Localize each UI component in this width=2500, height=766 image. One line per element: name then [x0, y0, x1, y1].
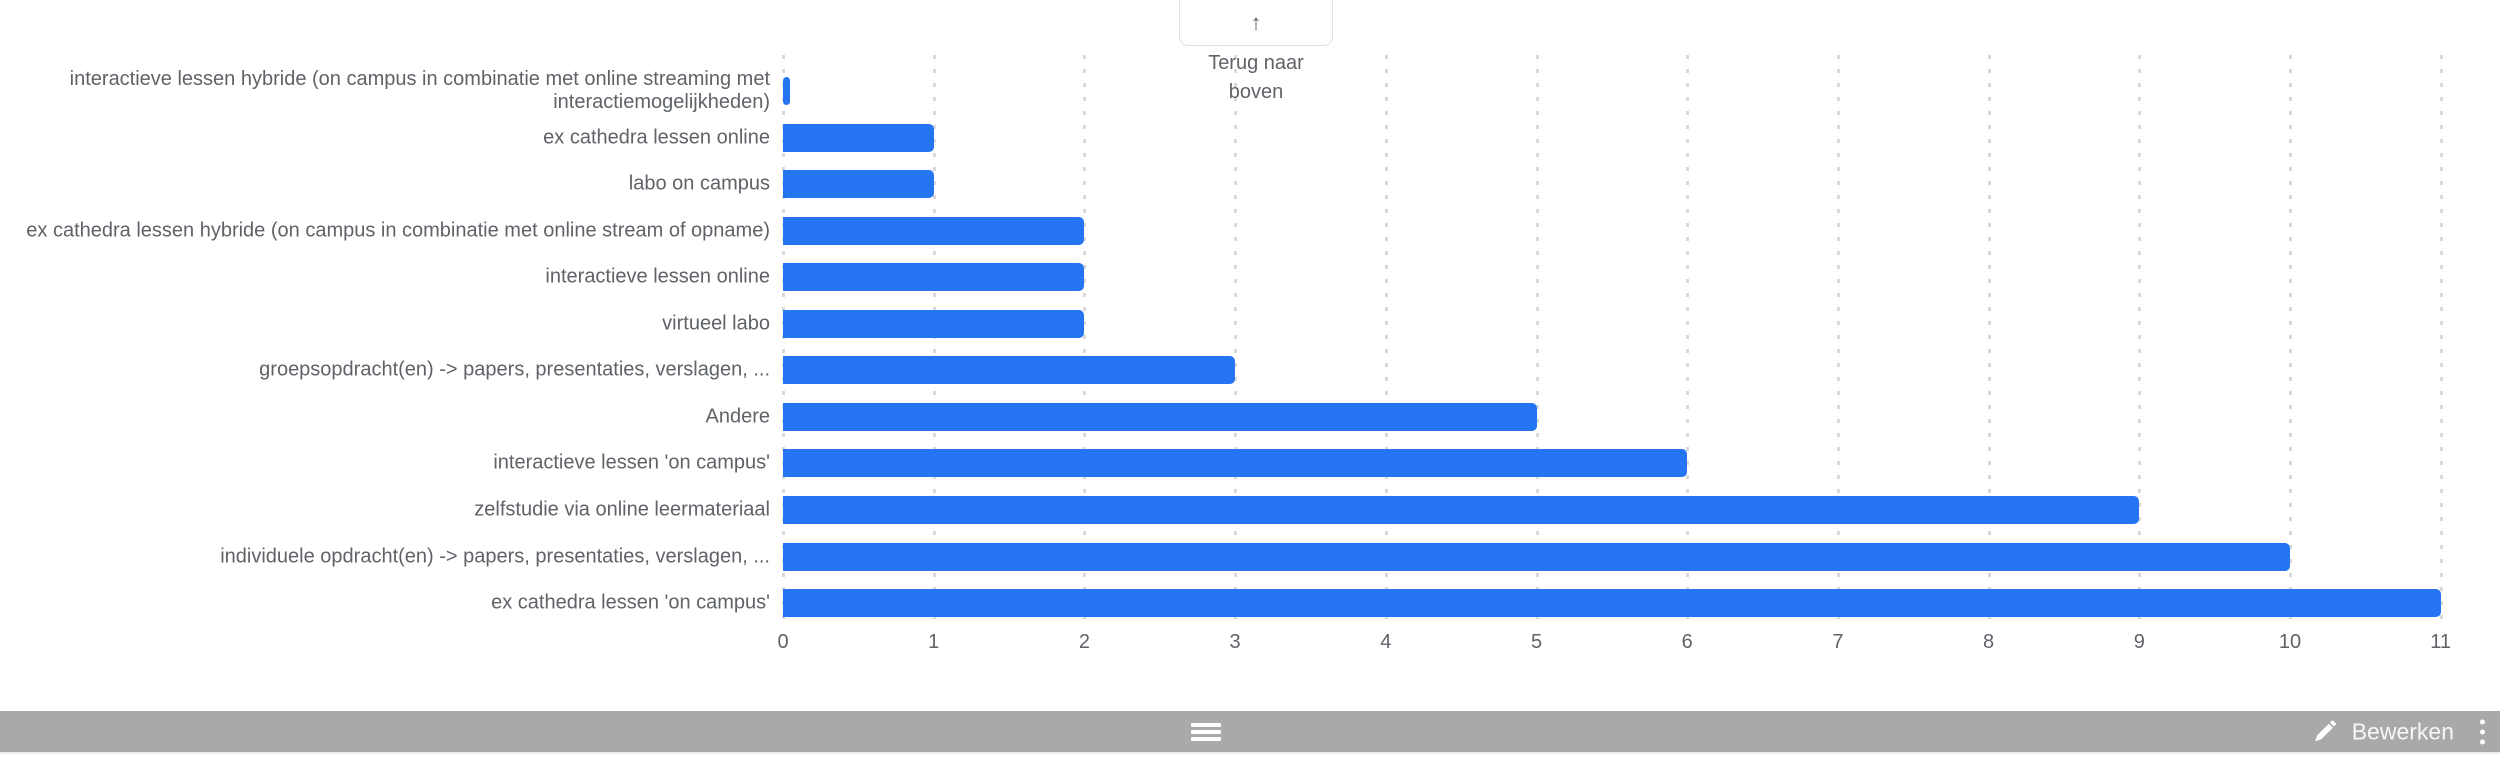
- bar: [783, 542, 2290, 571]
- x-tick-label: 0: [777, 631, 789, 653]
- x-tick-label: 6: [1681, 631, 1693, 653]
- gridline: [1686, 55, 1690, 625]
- back-to-top-line2: boven: [1228, 81, 1284, 103]
- bar: [783, 495, 2140, 524]
- pencil-icon: [2314, 720, 2336, 742]
- bottom-toolbar: Bewerken: [0, 711, 2500, 752]
- gridline: [2289, 55, 2292, 625]
- category-label: labo on campus: [628, 172, 770, 195]
- category-label: interactieve lessen online: [545, 265, 770, 288]
- x-tick-label: 1: [928, 631, 940, 653]
- x-tick-label: 11: [2430, 631, 2452, 653]
- gridline: [1836, 55, 1840, 625]
- category-label: individuele opdracht(en) -> papers, pres…: [220, 545, 770, 567]
- x-tick-label: 2: [1078, 631, 1090, 653]
- gridline: [1234, 55, 1238, 625]
- toolbar-underline: [0, 752, 2500, 754]
- category-label: interactieve lessen hybride (on campus i…: [69, 68, 770, 113]
- x-tick-label: 5: [1530, 631, 1543, 653]
- x-tick-label: 10: [2278, 631, 2302, 653]
- x-tick-label: 9: [2133, 631, 2145, 653]
- category-label: ex cathedra lessen hybride (on campus in…: [26, 219, 770, 242]
- gridline: [1384, 55, 1388, 625]
- gridline: [782, 55, 785, 625]
- bar: [783, 170, 934, 199]
- gridline: [1535, 55, 1539, 625]
- category-label: groepsopdracht(en) -> papers, presentati…: [259, 358, 770, 381]
- x-tick-label: 8: [1983, 631, 1995, 653]
- category-label: virtueel labo: [662, 312, 770, 335]
- bar: [783, 589, 2441, 618]
- bar: [783, 216, 1085, 245]
- gridline: [2439, 55, 2443, 625]
- x-tick-label: 4: [1380, 631, 1392, 653]
- bar: [783, 309, 1085, 338]
- bar: [783, 402, 1537, 431]
- gridline: [932, 55, 936, 625]
- category-label: zelfstudie via online leermateriaal: [474, 498, 770, 521]
- x-tick-label: 3: [1229, 631, 1241, 653]
- back-to-top: ↑ Terug naar boven: [1179, 0, 1333, 107]
- back-to-top-label: Terug naar boven: [1208, 49, 1304, 107]
- bar: [783, 123, 934, 152]
- x-tick-label: 7: [1832, 631, 1844, 653]
- arrow-up-icon: ↑: [1250, 9, 1262, 35]
- back-to-top-line1: Terug naar: [1208, 52, 1304, 74]
- bar: [783, 356, 1236, 385]
- kebab-menu-icon[interactable]: [2478, 717, 2487, 746]
- category-label: Andere: [705, 405, 771, 428]
- bar: [783, 449, 1688, 478]
- category-label: ex cathedra lessen 'on campus': [491, 591, 770, 614]
- bar: [783, 77, 790, 105]
- drag-handle-icon[interactable]: [1191, 722, 1221, 741]
- bar: [783, 263, 1085, 292]
- gridline: [1083, 55, 1087, 625]
- gridline: [1987, 55, 1991, 625]
- category-label: ex cathedra lessen online: [543, 126, 770, 149]
- category-label: interactieve lessen 'on campus': [493, 451, 770, 474]
- back-to-top-button[interactable]: ↑: [1179, 0, 1333, 46]
- edit-button-label: Bewerken: [2351, 718, 2454, 744]
- edit-button[interactable]: Bewerken: [2312, 718, 2454, 745]
- gridline: [2138, 55, 2142, 625]
